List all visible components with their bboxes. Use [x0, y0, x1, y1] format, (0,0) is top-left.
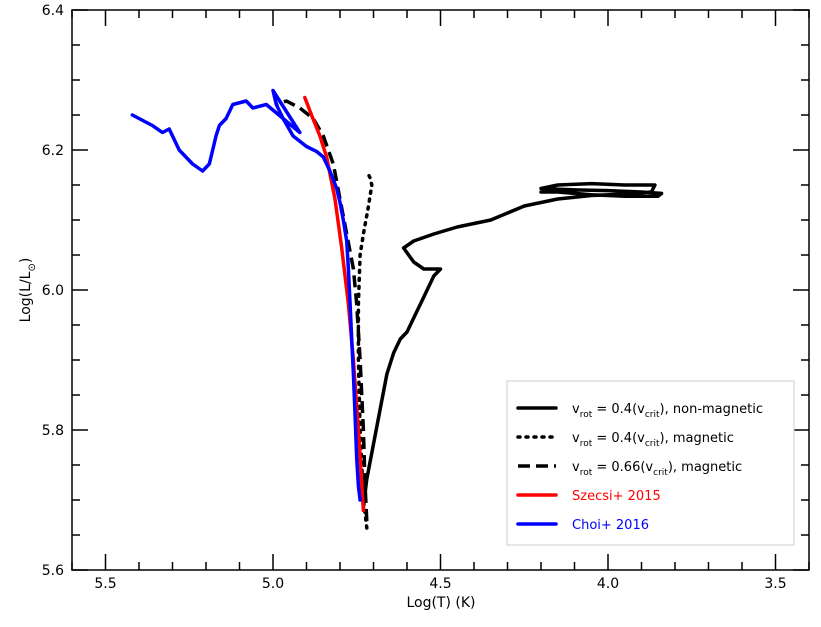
- x-tick-label: 3.5: [764, 576, 786, 592]
- legend-label: vrot = 0.4(vcrit), non-magnetic: [572, 402, 763, 420]
- x-tick-label: 5.5: [94, 576, 116, 592]
- legend: vrot = 0.4(vcrit), non-magnetic vrot = 0.…: [506, 380, 795, 546]
- major-ticks: [72, 9, 809, 571]
- y-tick-label: 6.4: [42, 3, 64, 19]
- minor-ticks: [71, 10, 810, 570]
- series-line-rot04_nonmag: [361, 181, 664, 509]
- y-tick-label: 6.0: [42, 283, 64, 299]
- series-line-szecsi: [303, 95, 366, 513]
- tick-labels: 5.5 5.0 4.5 4.0 3.5 5.6 5.8 6.0 6.2 6.4: [42, 3, 787, 592]
- series-line-choi: [130, 88, 362, 502]
- x-tick-label: 4.5: [429, 576, 451, 592]
- y-tick-label: 5.6: [42, 563, 64, 579]
- series-layer: [130, 88, 664, 530]
- legend-label: Choi+ 2016: [572, 518, 649, 533]
- y-tick-label: 6.2: [42, 143, 64, 159]
- y-axis-label: Log(L/L⊙): [18, 258, 38, 323]
- x-tick-label: 4.0: [597, 576, 619, 592]
- legend-label: vrot = 0.4(vcrit), magnetic: [572, 431, 734, 449]
- y-tick-label: 5.8: [42, 423, 64, 439]
- legend-label: vrot = 0.66(vcrit), magnetic: [572, 460, 742, 478]
- x-tick-label: 5.0: [262, 576, 284, 592]
- series-line-rot066_mag: [275, 99, 369, 522]
- x-axis-label: Log(T) (K): [406, 595, 475, 611]
- legend-label: Szecsi+ 2015: [572, 489, 661, 504]
